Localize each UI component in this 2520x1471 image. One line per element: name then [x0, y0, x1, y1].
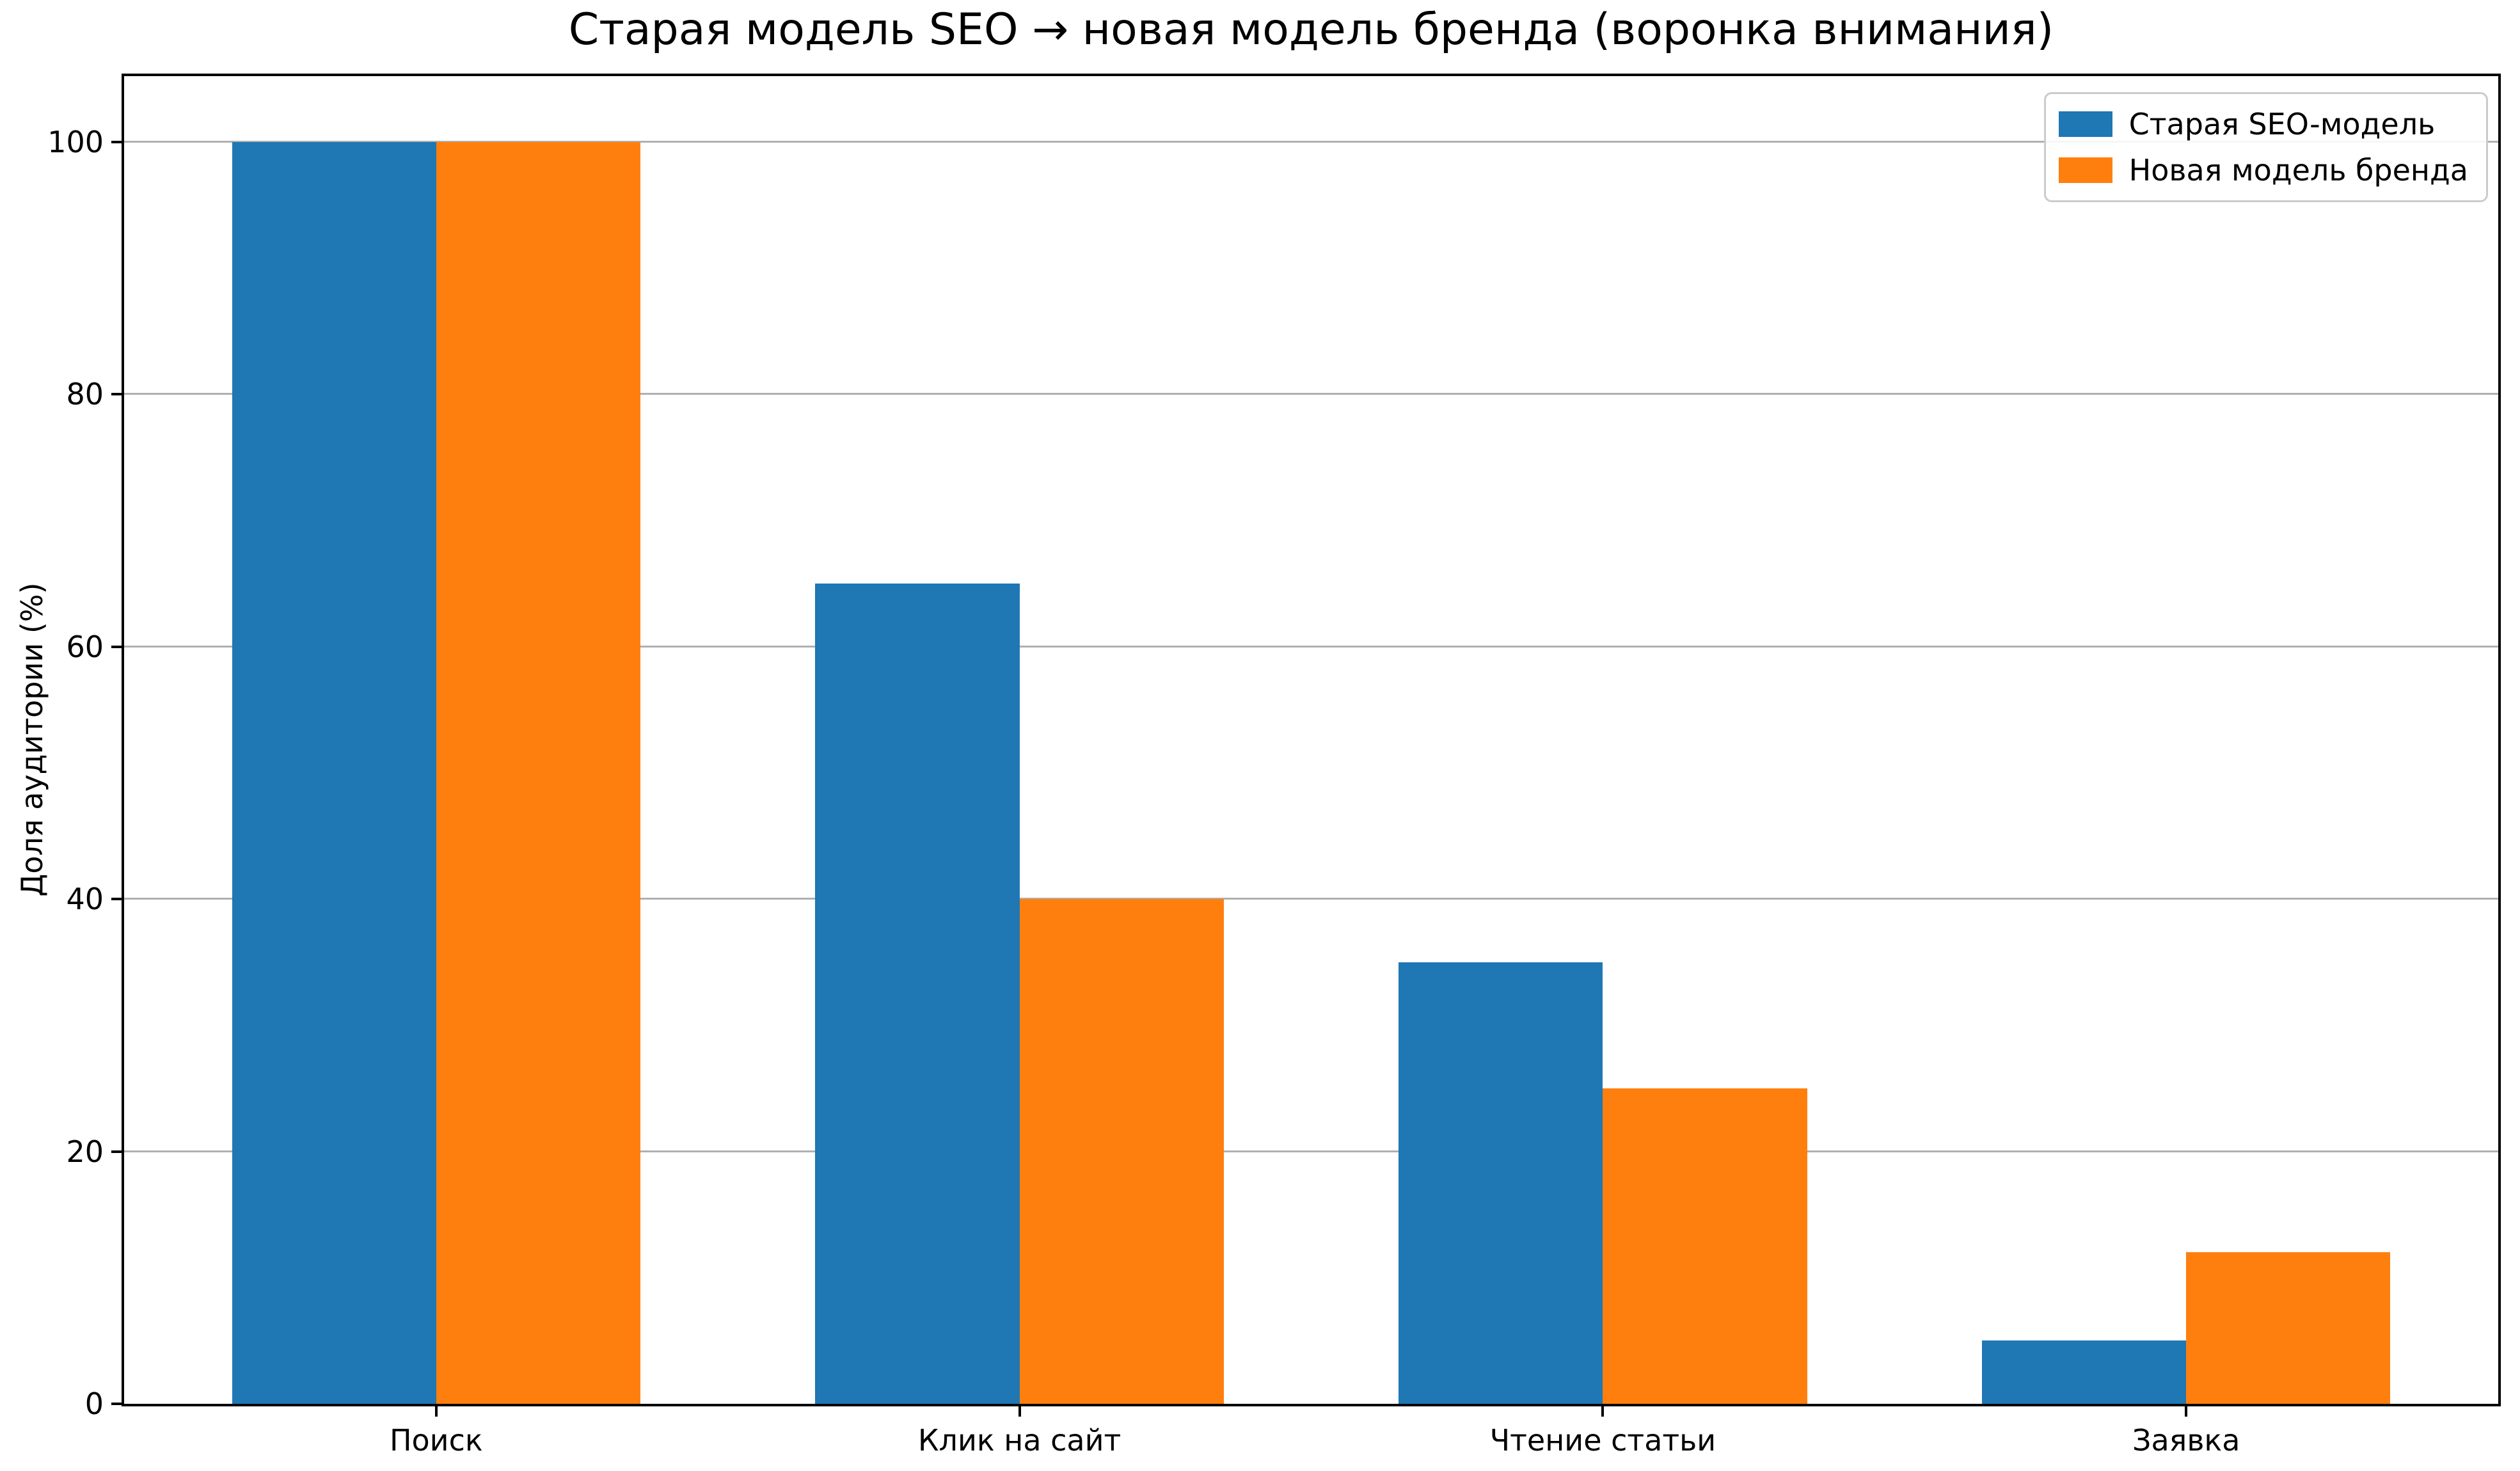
y-tick-mark — [111, 393, 122, 396]
y-tick-label: 60 — [66, 629, 104, 664]
y-tick-mark — [111, 645, 122, 648]
gridline — [124, 393, 2498, 395]
bar-new-3 — [2186, 1252, 2391, 1404]
gridline — [124, 1150, 2498, 1152]
x-tick-mark — [434, 1406, 438, 1417]
bar-old-2 — [1399, 962, 1603, 1404]
gridline — [124, 898, 2498, 900]
plot-area — [122, 74, 2501, 1406]
bar-new-2 — [1603, 1088, 1807, 1404]
x-tick-label: Поиск — [389, 1423, 483, 1458]
x-tick-label: Заявка — [2132, 1423, 2240, 1458]
y-tick-mark — [111, 898, 122, 901]
gridline — [124, 645, 2498, 648]
bar-old-1 — [815, 583, 1020, 1404]
x-tick-label: Чтение статьи — [1489, 1423, 1716, 1458]
y-tick-mark — [111, 1150, 122, 1153]
legend-item: Старая SEO-модель — [2058, 107, 2468, 141]
chart-title: Старая модель SEO → новая модель бренда … — [568, 4, 2054, 55]
y-tick-label: 100 — [47, 124, 104, 159]
legend-item: Новая модель бренда — [2058, 153, 2468, 187]
legend-swatch-icon — [2058, 157, 2112, 183]
bar-old-0 — [232, 141, 436, 1404]
legend-label: Новая модель бренда — [2128, 153, 2468, 187]
y-tick-mark — [111, 140, 122, 143]
y-tick-label: 80 — [66, 377, 104, 412]
y-tick-label: 0 — [84, 1387, 104, 1421]
x-tick-label: Клик на сайт — [917, 1423, 1121, 1458]
bar-new-1 — [1019, 899, 1224, 1404]
bar-new-0 — [436, 141, 640, 1404]
gridline — [124, 140, 2498, 143]
y-tick-label: 20 — [66, 1134, 104, 1169]
legend: Старая SEO-модель Новая модель бренда — [2043, 92, 2488, 202]
y-tick-mark — [111, 1403, 122, 1405]
legend-swatch-icon — [2058, 111, 2112, 137]
y-tick-label: 40 — [66, 882, 104, 917]
legend-label: Старая SEO-модель — [2128, 107, 2436, 141]
bar-old-3 — [1982, 1340, 2187, 1404]
x-tick-mark — [1601, 1406, 1605, 1417]
x-tick-mark — [1018, 1406, 1021, 1417]
x-tick-mark — [2185, 1406, 2188, 1417]
